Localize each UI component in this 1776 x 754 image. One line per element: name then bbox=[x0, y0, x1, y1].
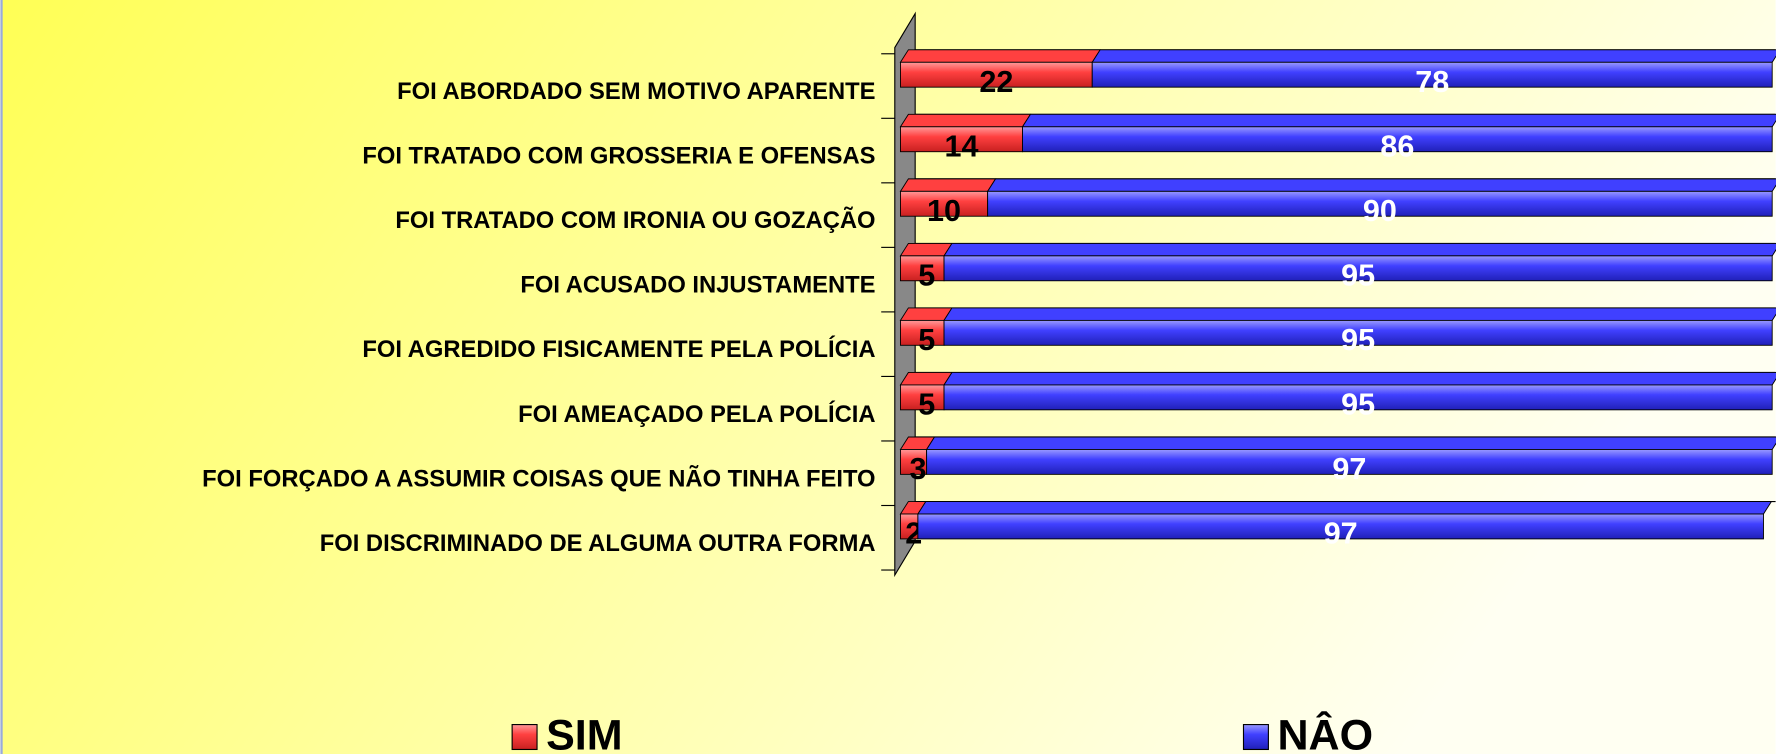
bar-top bbox=[943, 372, 1776, 386]
data-label: 95 bbox=[1341, 388, 1375, 422]
data-label: 97 bbox=[1332, 452, 1366, 486]
bar-top bbox=[1091, 49, 1776, 63]
bar-top bbox=[899, 113, 1032, 128]
bar-top bbox=[899, 49, 1101, 63]
bar bbox=[900, 384, 945, 411]
data-label: 10 bbox=[927, 194, 961, 228]
bar-top bbox=[986, 178, 1776, 192]
bar-top bbox=[917, 501, 1773, 515]
data-label: 22 bbox=[979, 65, 1013, 99]
category-label: FOI FORÇADO A ASSUMIR COISAS QUE NÃO TIN… bbox=[202, 464, 875, 492]
data-label: 86 bbox=[1380, 129, 1414, 163]
legend-label: SIM bbox=[546, 712, 622, 754]
bar-top bbox=[899, 307, 953, 321]
bar bbox=[943, 319, 1773, 346]
bar bbox=[926, 449, 1773, 475]
category-label: FOI TRATADO COM GROSSERIA E OFENSAS bbox=[362, 143, 875, 170]
bar bbox=[1022, 126, 1773, 153]
data-label: 5 bbox=[918, 388, 935, 422]
data-label: 95 bbox=[1341, 258, 1375, 292]
data-label: 5 bbox=[918, 323, 935, 357]
bar bbox=[943, 255, 1773, 282]
data-label: 14 bbox=[944, 129, 978, 163]
bar bbox=[987, 190, 1773, 217]
bar-top bbox=[943, 242, 1776, 257]
bar bbox=[900, 190, 989, 217]
legend-label: NÂO bbox=[1277, 711, 1373, 754]
bar-top bbox=[899, 178, 997, 192]
bar-top bbox=[943, 307, 1776, 321]
data-label: 97 bbox=[1324, 517, 1358, 551]
category-label: FOI TRATADO COM IRONIA OU GOZAÇÃO bbox=[395, 206, 875, 234]
category-label: FOI ACUSADO INJUSTAMENTE bbox=[520, 272, 875, 299]
category-label: FOI AMEAÇADO PELA POLÍCIA bbox=[518, 400, 875, 428]
data-label: 5 bbox=[918, 258, 935, 292]
bar bbox=[900, 319, 945, 346]
bar-top bbox=[899, 372, 953, 386]
bar bbox=[943, 384, 1773, 411]
data-label: 95 bbox=[1341, 323, 1375, 357]
data-label: 78 bbox=[1415, 65, 1449, 99]
data-label: 3 bbox=[910, 452, 927, 486]
category-label: FOI ABORDADO SEM MOTIVO APARENTE bbox=[397, 78, 875, 105]
bar-top bbox=[899, 242, 953, 257]
category-label: FOI AGREDIDO FISICAMENTE PELA POLÍCIA bbox=[362, 335, 875, 363]
bar bbox=[900, 126, 1023, 153]
legend-swatch bbox=[1242, 723, 1269, 751]
bar-top bbox=[1021, 113, 1776, 128]
data-label: 90 bbox=[1363, 194, 1397, 228]
bar bbox=[1091, 61, 1773, 88]
wall bbox=[894, 11, 916, 578]
bar-top bbox=[925, 436, 1776, 450]
category-label: FOI DISCRIMINADO DE ALGUMA OUTRA FORMA bbox=[320, 530, 876, 557]
legend-swatch bbox=[511, 723, 538, 751]
bar bbox=[917, 513, 1764, 540]
